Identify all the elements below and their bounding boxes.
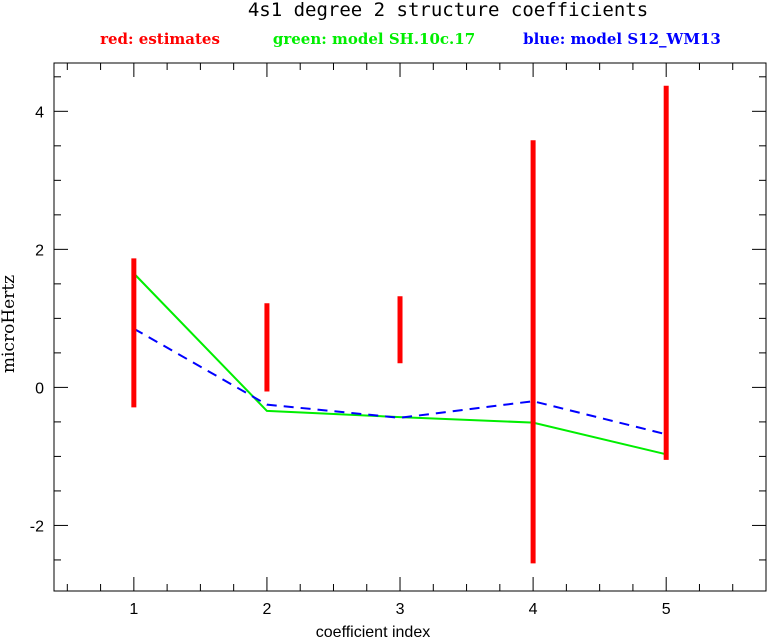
y-axis-label: microHertz [0,275,19,373]
x-tick-label: 1 [129,601,138,618]
plot-area: 1 2 3 4 5 -2 0 2 4 [30,62,767,618]
legend-item: green: model SH.10c.17 [273,30,475,48]
y-tick-label: 4 [35,104,44,121]
green-model-line [133,272,667,456]
plot-frame [53,62,767,592]
blue-model-line [133,327,667,436]
legend-item: red: estimates [100,30,220,48]
y-tick-label: 2 [35,242,44,259]
x-tick-label: 5 [662,601,671,618]
chart-title: 4s1 degree 2 structure coefficients [248,0,648,21]
y-tick-label: -2 [30,518,44,535]
legend: red: estimates green: model SH.10c.17 blue… [100,30,721,48]
x-tick-label: 2 [262,601,271,618]
x-tick-label: 4 [529,601,538,618]
x-axis-label: coefficient index [316,624,430,641]
x-tick-label: 3 [396,601,405,618]
y-tick-label: 0 [35,380,44,397]
legend-item: blue: model S12_WM13 [523,30,721,48]
